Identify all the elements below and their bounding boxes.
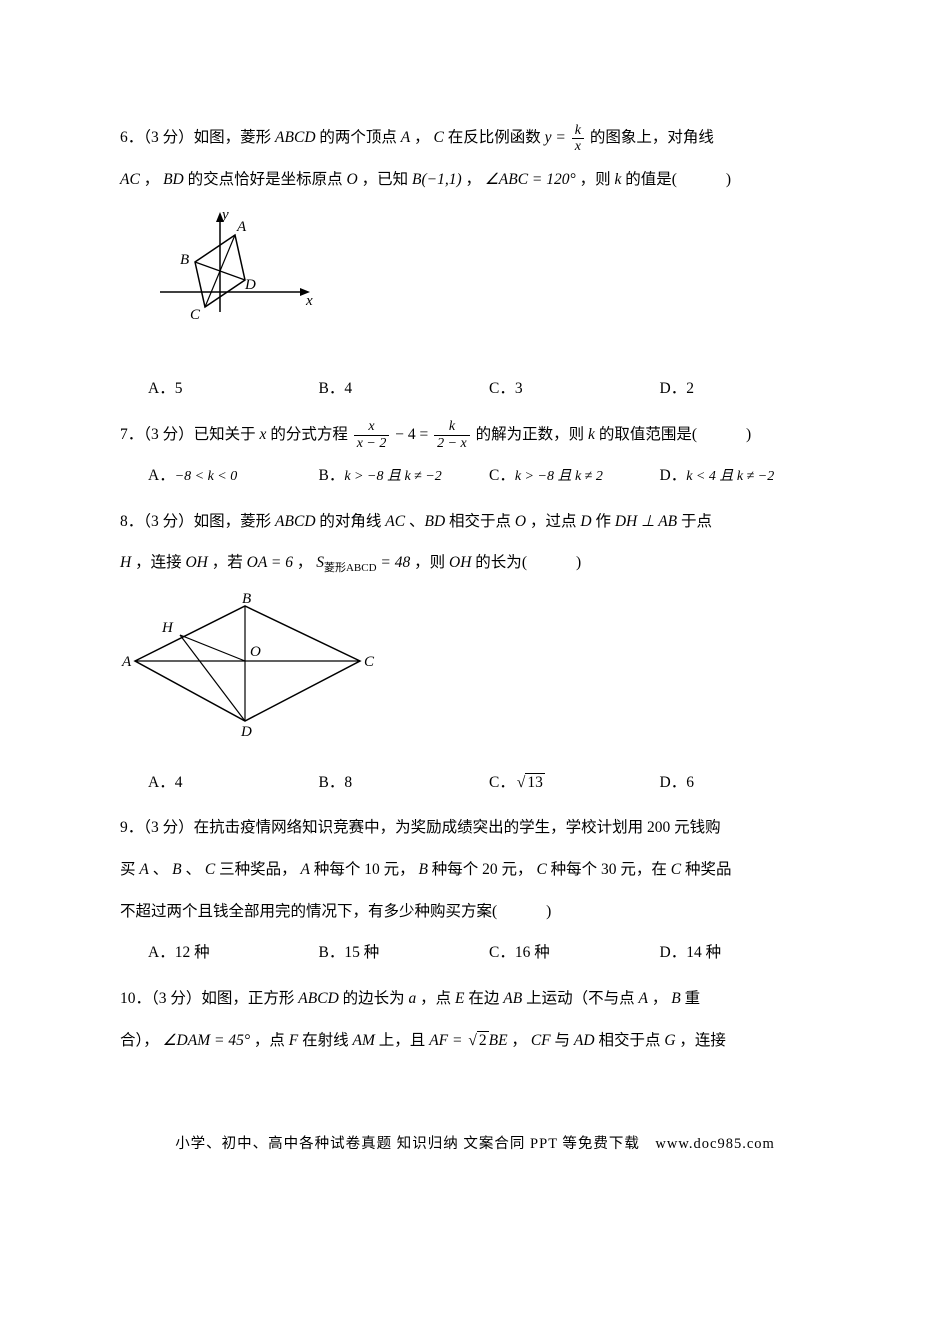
option-c: C．k > −8 且 k ≠ 2 — [489, 458, 660, 494]
q8-number: 8． — [120, 513, 143, 530]
question-8: 8．（3 分）如图，菱形 ABCD 的对角线 AC 、BD 相交于点 O ，过点… — [120, 504, 830, 540]
option-d: D．k < 4 且 k ≠ −2 — [660, 458, 831, 494]
option-c: C．3 — [489, 371, 660, 407]
q7-points: （3 分） — [143, 426, 193, 443]
option-a: A．−8 < k < 0 — [148, 458, 319, 494]
option-d: D．2 — [660, 371, 831, 407]
answer-blank: ( ) — [672, 171, 737, 188]
svg-text:x: x — [305, 293, 313, 309]
answer-blank: ( ) — [492, 903, 557, 920]
option-b: B．8 — [319, 765, 490, 801]
svg-text:D: D — [244, 277, 256, 293]
option-c: C．16 种 — [489, 935, 660, 971]
answer-blank: ( ) — [692, 426, 757, 443]
q9-points: （3 分） — [143, 819, 193, 836]
q8-options: A．4 B．8 C．13 D．6 — [120, 765, 830, 801]
question-10: 10．（3 分）如图，正方形 ABCD 的边长为 a ，点 E 在边 AB 上运… — [120, 981, 830, 1017]
q6-points: （3 分） — [143, 129, 193, 146]
q8-diagram: A B C D H O — [120, 591, 830, 755]
svg-text:B: B — [242, 591, 251, 607]
answer-blank: ( ) — [522, 554, 587, 571]
question-9-line2: 买 A 、 B 、 C 三种奖品， A 种每个 10 元， B 种每个 20 元… — [120, 852, 830, 888]
q8-points: （3 分） — [143, 513, 193, 530]
q9-number: 9． — [120, 819, 143, 836]
fraction-k-over-x: kx — [572, 123, 584, 155]
question-9-line3: 不超过两个且钱全部用完的情况下，有多少种购买方案( ) — [120, 894, 830, 930]
svg-text:B: B — [180, 252, 189, 268]
svg-text:O: O — [250, 644, 261, 660]
question-10-line2: 合）， ∠DAM = 45° ，点 F 在射线 AM 上，且 AF = 2BE … — [120, 1023, 830, 1059]
question-8-line2: H ，连接 OH ，若 OA = 6 ， S菱形ABCD = 48 ，则 OH … — [120, 545, 830, 581]
svg-text:C: C — [364, 654, 375, 670]
question-6: 6．（3 分）如图，菱形 ABCD 的两个顶点 A ， C 在反比例函数 y =… — [120, 120, 830, 156]
svg-text:y: y — [220, 207, 229, 223]
q7-number: 7． — [120, 426, 143, 443]
question-6-line2: AC ， BD 的交点恰好是坐标原点 O ，已知 B(−1,1) ， ∠ABC … — [120, 162, 830, 198]
sqrt-icon: 13 — [515, 765, 545, 801]
fraction-1: xx − 2 — [354, 419, 390, 451]
svg-text:A: A — [236, 219, 247, 235]
option-b: B．4 — [319, 371, 490, 407]
svg-text:A: A — [121, 654, 132, 670]
option-a: A．4 — [148, 765, 319, 801]
option-b: B．k > −8 且 k ≠ −2 — [319, 458, 490, 494]
q9-options: A．12 种 B．15 种 C．16 种 D．14 种 — [120, 935, 830, 971]
question-9: 9．（3 分）在抗击疫情网络知识竞赛中，为奖励成绩突出的学生，学校计划用 200… — [120, 810, 830, 846]
option-a: A．5 — [148, 371, 319, 407]
page-footer: 小学、初中、高中各种试卷真题 知识归纳 文案合同 PPT 等免费下载 www.d… — [120, 1128, 830, 1161]
q7-options: A．−8 < k < 0 B．k > −8 且 k ≠ −2 C．k > −8 … — [120, 458, 830, 494]
svg-text:H: H — [161, 620, 174, 636]
option-b: B．15 种 — [319, 935, 490, 971]
q6-number: 6． — [120, 129, 143, 146]
q10-points: （3 分） — [151, 990, 201, 1007]
option-d: D．6 — [660, 765, 831, 801]
option-c: C．13 — [489, 765, 660, 801]
q10-number: 10． — [120, 990, 151, 1007]
question-7: 7．（3 分）已知关于 x 的分式方程 xx − 2 − 4 = k2 − x … — [120, 417, 830, 453]
q6-diagram: A B C D y x — [140, 207, 830, 361]
svg-text:D: D — [240, 724, 252, 740]
q6-options: A．5 B．4 C．3 D．2 — [120, 371, 830, 407]
option-a: A．12 种 — [148, 935, 319, 971]
fraction-2: k2 − x — [434, 419, 470, 451]
option-d: D．14 种 — [660, 935, 831, 971]
svg-text:C: C — [190, 307, 201, 323]
sqrt-icon: 2 — [466, 1023, 488, 1059]
